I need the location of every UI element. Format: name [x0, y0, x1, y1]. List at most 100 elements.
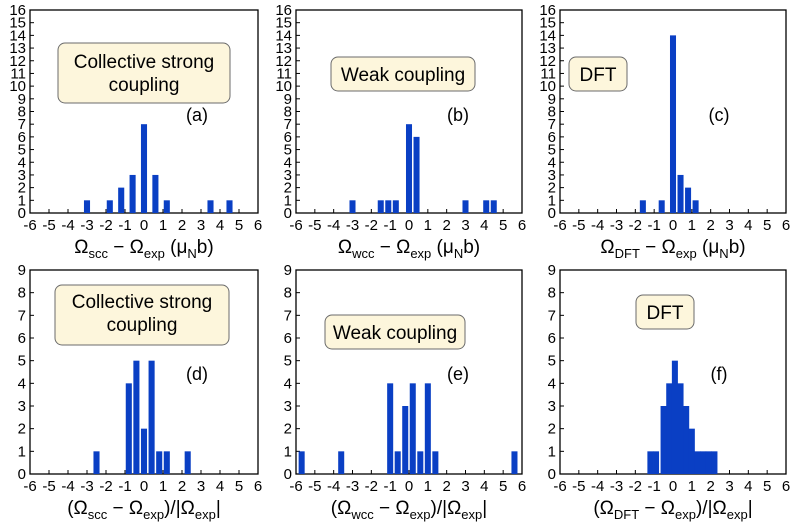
annotation-text: coupling [107, 315, 178, 336]
panel-label: (c) [709, 105, 730, 125]
histogram-bar [424, 383, 431, 474]
y-tick-label: 13 [275, 40, 292, 57]
panel-label: (f) [711, 364, 728, 384]
y-tick-label: 1 [548, 443, 556, 460]
annotation-text: coupling [109, 75, 180, 96]
y-tick-label: 10 [275, 78, 292, 95]
x-axis-label-part: (μ [165, 237, 188, 258]
x-tick-label: 2 [178, 478, 186, 495]
y-tick-label: 16 [275, 2, 292, 19]
histogram-bar [483, 200, 490, 213]
histogram-bar [83, 200, 91, 213]
annotation-text: Weak coupling [341, 65, 465, 86]
y-tick-label: 7 [18, 307, 26, 324]
panel-label: (b) [447, 105, 469, 125]
x-tick-label: -5 [42, 478, 55, 495]
y-tick-label: 8 [284, 104, 292, 121]
y-tick-label: 6 [548, 129, 556, 146]
x-tick-label: 3 [197, 217, 205, 234]
y-tick-label: 14 [275, 27, 292, 44]
x-axis-label-part: | [216, 498, 221, 519]
y-tick-label: 6 [284, 330, 292, 347]
x-axis-label-subscript: exp [675, 507, 696, 522]
x-tick-label: 4 [744, 478, 752, 495]
y-tick-label: 1 [284, 443, 292, 460]
histogram-bar [409, 383, 416, 474]
x-axis-label-subscript: exp [144, 246, 165, 261]
histogram-bar [490, 200, 497, 213]
x-axis-label-part: − Ω [639, 498, 675, 519]
annotation-box [330, 56, 476, 92]
histogram-bar [405, 124, 413, 213]
x-axis-label: ΩDFT − Ωexp (μNb) [600, 237, 745, 261]
histogram-bar [677, 174, 684, 213]
histogram-bar [156, 451, 163, 474]
x-tick-label: 0 [405, 217, 413, 234]
histogram-bar [705, 451, 712, 474]
histogram-bar [511, 451, 518, 474]
y-tick-label: 4 [548, 375, 556, 392]
histogram-bar [666, 383, 673, 474]
annotation-box [568, 56, 628, 92]
x-axis-label-subscript: exp [727, 507, 748, 522]
y-tick-label: 12 [539, 53, 556, 70]
x-tick-label: 6 [782, 478, 790, 495]
y-tick-label: 4 [284, 375, 292, 392]
x-axis-label-part: − Ω [640, 237, 676, 258]
histogram-bar [462, 200, 469, 213]
y-tick-label: 7 [548, 307, 556, 324]
x-axis-label: Ωwcc − Ωexp (μNb) [338, 237, 480, 261]
x-axis-label-part: (μ [431, 237, 454, 258]
histogram-bar [669, 35, 677, 213]
x-tick-label: -1 [647, 478, 660, 495]
y-tick-label: 3 [18, 398, 26, 415]
histogram-bar [688, 428, 695, 474]
y-tick-label: 12 [275, 53, 292, 70]
y-tick-label: 8 [548, 104, 556, 121]
y-tick-label: 5 [284, 353, 292, 370]
histogram-bar [298, 451, 305, 474]
histogram-bar [226, 200, 233, 213]
y-tick-label: 0 [548, 205, 556, 222]
y-tick-label: 2 [548, 421, 556, 438]
x-tick-label: -4 [591, 217, 604, 234]
histogram-bar [93, 451, 100, 474]
histogram-bar [692, 200, 699, 213]
x-tick-label: 1 [688, 217, 696, 234]
x-axis-label-part: b) [197, 237, 214, 258]
panel-label: (e) [447, 364, 469, 384]
y-tick-label: 9 [18, 262, 26, 279]
x-axis-label-part: − Ω [374, 237, 410, 258]
x-tick-label: 2 [706, 217, 714, 234]
histogram-bar [417, 451, 424, 474]
x-axis-label-subscript: N [719, 246, 728, 261]
x-tick-label: -6 [289, 217, 302, 234]
x-tick-label: -3 [610, 217, 623, 234]
x-tick-label: -1 [383, 478, 396, 495]
histogram-bar [387, 383, 394, 474]
y-tick-label: 11 [540, 65, 556, 82]
histogram-bar [125, 383, 132, 474]
y-tick-label: 5 [18, 353, 26, 370]
y-tick-label: 4 [284, 154, 292, 171]
x-tick-label: 6 [254, 217, 262, 234]
x-tick-label: 2 [178, 217, 186, 234]
y-tick-label: 7 [284, 307, 292, 324]
histogram-bar [133, 360, 140, 474]
histogram-bar [118, 187, 125, 213]
histogram-bar [700, 451, 707, 474]
x-axis-label-part: (Ω [67, 498, 88, 519]
x-tick-label: 4 [480, 478, 488, 495]
x-tick-label: -6 [23, 217, 36, 234]
y-tick-label: 1 [18, 192, 26, 209]
y-tick-label: 11 [10, 65, 26, 82]
histogram-bar [207, 200, 214, 213]
y-tick-label: 8 [284, 285, 292, 302]
y-tick-label: 5 [18, 142, 26, 159]
x-axis-label-part: Ω [600, 237, 614, 258]
